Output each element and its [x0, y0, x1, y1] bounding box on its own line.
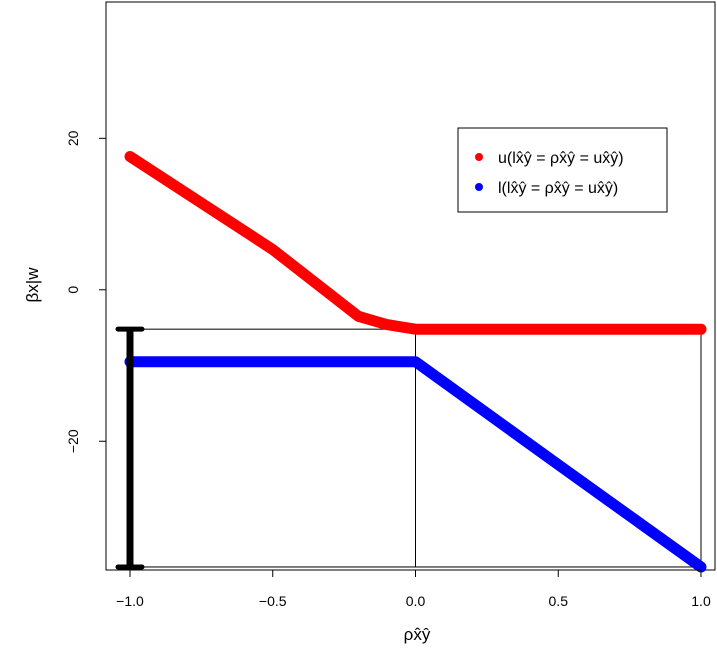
- series-layer: [124, 151, 707, 573]
- legend-box: [457, 127, 668, 213]
- legend: u(lx̂ŷ = ρx̂ŷ = ux̂ŷ) l(lx̂ŷ = ρx̂ŷ = ux…: [457, 127, 668, 213]
- legend-marker-u: [475, 153, 483, 161]
- legend-label-u: u(lx̂ŷ = ρx̂ŷ = ux̂ŷ): [498, 150, 624, 167]
- x-axis-label: ρx̂ŷ: [404, 625, 431, 644]
- x-tick-label: 0.5: [549, 593, 569, 609]
- interval-bar: [115, 326, 145, 570]
- legend-marker-l: [475, 183, 483, 191]
- y-tick-label: 20: [65, 130, 81, 146]
- series-line-1: [124, 356, 707, 573]
- x-tick-label: −1.0: [116, 593, 144, 609]
- y-tick-label: 0: [65, 286, 81, 294]
- y-tick-label: −20: [65, 429, 81, 453]
- series-line-0: [124, 151, 707, 335]
- legend-label-l: l(lx̂ŷ = ρx̂ŷ = ux̂ŷ): [498, 180, 618, 197]
- x-tick-label: 1.0: [691, 593, 711, 609]
- x-tick-label: 0.0: [406, 593, 426, 609]
- y-axis-label: βx|w: [23, 267, 42, 303]
- plot-frame: [105, 1, 716, 571]
- x-tick-label: −0.5: [259, 593, 287, 609]
- x-axis: −1.0 −0.5 0.0 0.5 1.0: [116, 569, 711, 609]
- y-axis: −20 0 20: [65, 130, 107, 453]
